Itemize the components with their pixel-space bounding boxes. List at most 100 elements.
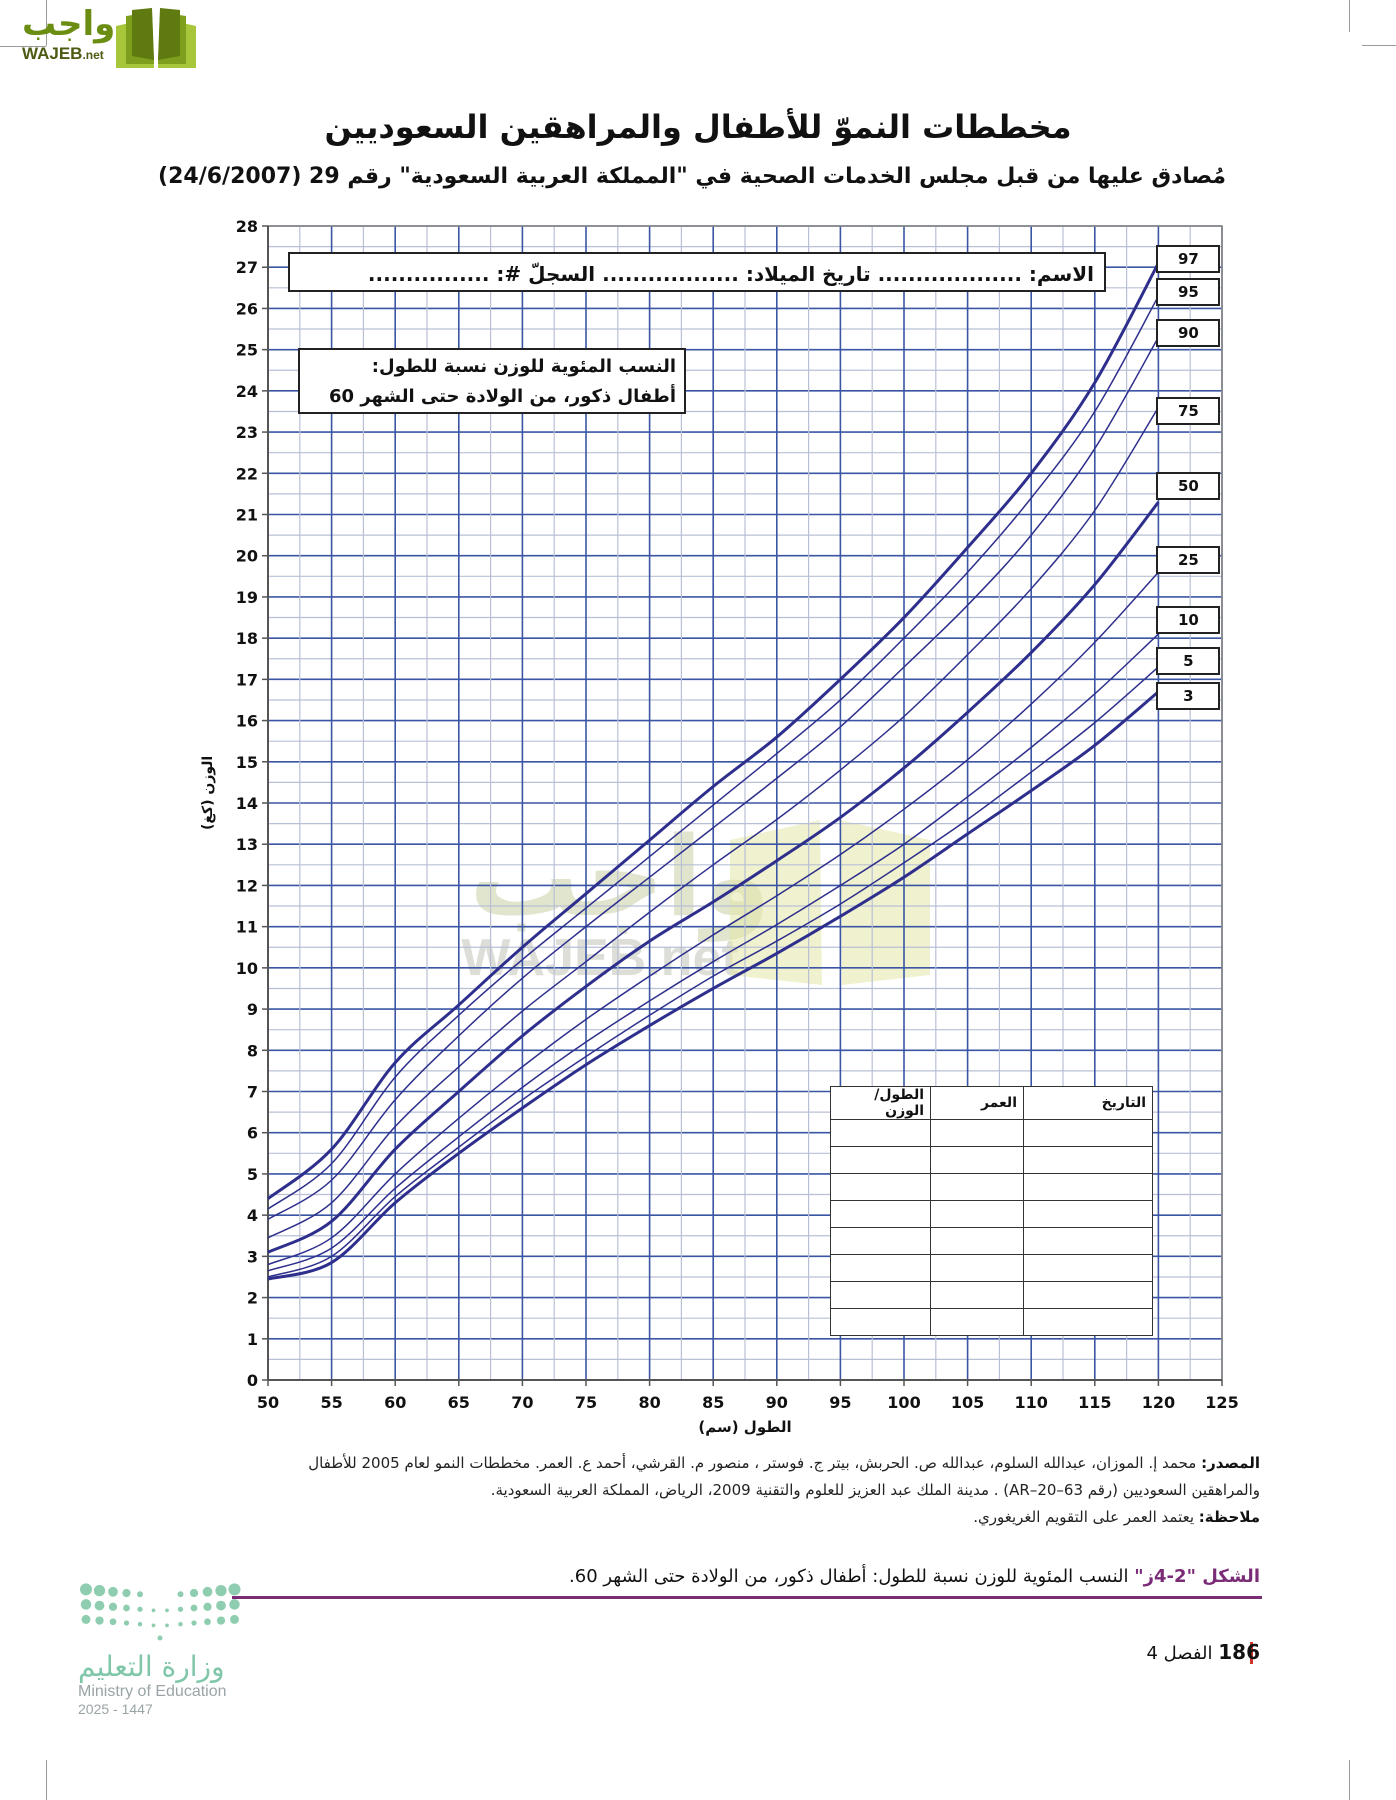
y-axis-label: الوزن (كغ) xyxy=(200,755,216,830)
percentile-label-25: 25 xyxy=(1156,545,1221,574)
svg-text:3: 3 xyxy=(247,1247,258,1266)
table-cell xyxy=(1023,1308,1153,1336)
legend-line-2: أطفال ذكور، من الولادة حتى الشهر 60 xyxy=(329,386,676,407)
chart-legend-box: النسب المئوية للوزن نسبة للطول: أطفال ذك… xyxy=(298,348,686,414)
percentile-label-75: 75 xyxy=(1156,397,1221,426)
percentile-curves xyxy=(267,262,1160,1281)
table-cell xyxy=(1023,1119,1153,1147)
svg-text:27: 27 xyxy=(236,258,258,277)
ministry-year: 2025 - 1447 xyxy=(78,1701,153,1717)
svg-text:22: 22 xyxy=(236,464,258,483)
page-subtitle: مُصادق عليها من قبل مجلس الخدمات الصحية … xyxy=(158,164,1226,189)
percentile-curve-10 xyxy=(267,633,1159,1272)
table-cell xyxy=(830,1200,931,1228)
page-marker-bar xyxy=(1250,1642,1253,1664)
svg-text:13: 13 xyxy=(236,835,258,854)
axis-tick-labels: 0123456789101112131415161718192021222324… xyxy=(236,217,1239,1412)
table-cell xyxy=(830,1173,931,1201)
percentile-label-95: 95 xyxy=(1156,277,1221,306)
svg-text:24: 24 xyxy=(236,382,258,401)
percentile-label-97: 97 xyxy=(1156,244,1221,273)
svg-text:55: 55 xyxy=(320,1393,342,1412)
svg-text:18: 18 xyxy=(236,629,258,648)
logo-arabic-text: واجب xyxy=(22,4,116,44)
svg-text:50: 50 xyxy=(257,1393,279,1412)
crop-mark xyxy=(1362,45,1396,46)
crop-mark xyxy=(46,1760,47,1800)
measurement-record-table: التاريخ العمر الطول/الوزن xyxy=(830,1086,1153,1336)
svg-text:26: 26 xyxy=(236,299,258,318)
svg-text:80: 80 xyxy=(638,1393,660,1412)
svg-text:5: 5 xyxy=(247,1165,258,1184)
table-cell xyxy=(1023,1200,1153,1228)
table-cell xyxy=(930,1281,1024,1309)
table-cell xyxy=(830,1254,931,1282)
svg-text:8: 8 xyxy=(247,1041,258,1060)
table-cell xyxy=(930,1200,1024,1228)
svg-text:115: 115 xyxy=(1078,1393,1111,1412)
percentile-curve-5 xyxy=(267,666,1159,1278)
x-axis-label: الطول (سم) xyxy=(698,1418,792,1436)
svg-text:20: 20 xyxy=(236,547,258,566)
ministry-name-ar: وزارة التعليم xyxy=(78,1650,225,1683)
svg-text:25: 25 xyxy=(236,341,258,360)
percentile-label-5: 5 xyxy=(1156,646,1221,675)
note: ملاحظة: يعتمد العمر على التقويم الغريغور… xyxy=(973,1508,1260,1526)
table-row xyxy=(830,1119,1153,1147)
crop-mark xyxy=(0,46,46,47)
percentile-curve-95 xyxy=(267,295,1160,1210)
caption-divider xyxy=(232,1596,1262,1599)
source-citation: المصدر: محمد إ. الموزان، عبدالله السلوم،… xyxy=(308,1454,1260,1499)
chapter-label: الفصل 4 xyxy=(1146,1643,1213,1664)
svg-text:85: 85 xyxy=(702,1393,724,1412)
table-cell xyxy=(1023,1254,1153,1282)
table-cell xyxy=(930,1308,1024,1336)
svg-text:65: 65 xyxy=(448,1393,470,1412)
table-cell xyxy=(1023,1227,1153,1255)
crop-mark xyxy=(46,0,47,46)
table-cell xyxy=(930,1173,1024,1201)
percentile-curve-25 xyxy=(267,571,1159,1266)
source-notes: المصدر: محمد إ. الموزان، عبدالله السلوم،… xyxy=(260,1450,1260,1531)
percentile-curve-75 xyxy=(267,406,1160,1239)
table-row xyxy=(830,1227,1153,1255)
table-row xyxy=(830,1200,1153,1228)
svg-text:17: 17 xyxy=(236,670,258,689)
table-row xyxy=(830,1173,1153,1201)
svg-text:100: 100 xyxy=(887,1393,920,1412)
page-title: مخططات النموّ للأطفال والمراهقين السعودي… xyxy=(324,108,1072,146)
svg-text:7: 7 xyxy=(247,1083,258,1102)
svg-text:واجب: واجب xyxy=(469,813,771,942)
svg-text:2: 2 xyxy=(247,1289,258,1308)
column-header-date: التاريخ xyxy=(1023,1086,1153,1120)
table-row xyxy=(830,1254,1153,1282)
svg-text:95: 95 xyxy=(829,1393,851,1412)
svg-text:12: 12 xyxy=(236,876,258,895)
svg-text:15: 15 xyxy=(236,753,258,772)
svg-text:14: 14 xyxy=(236,794,258,813)
table-cell xyxy=(930,1146,1024,1174)
ministry-logo: وزارة التعليم Ministry of Education 2025… xyxy=(78,1582,258,1717)
percentile-label-50: 50 xyxy=(1156,471,1221,500)
table-cell xyxy=(830,1119,931,1147)
table-cell xyxy=(930,1254,1024,1282)
crop-mark xyxy=(1349,0,1350,32)
site-logo[interactable]: واجب WAJEB.net xyxy=(10,4,196,68)
svg-text:110: 110 xyxy=(1014,1393,1047,1412)
ministry-name-en: Ministry of Education xyxy=(78,1683,227,1700)
percentile-curve-97 xyxy=(267,262,1160,1200)
svg-text:125: 125 xyxy=(1205,1393,1238,1412)
svg-text:6: 6 xyxy=(247,1124,258,1143)
table-cell xyxy=(830,1227,931,1255)
figure-label: الشكل "2-4ز" xyxy=(1134,1566,1260,1587)
table-row xyxy=(830,1308,1153,1336)
svg-text:60: 60 xyxy=(384,1393,406,1412)
patient-info-box: الاسم: ................... تاريخ الميلاد… xyxy=(288,252,1106,292)
svg-text:23: 23 xyxy=(236,423,258,442)
figure-caption-text: النسب المئوية للوزن نسبة للطول: أطفال ذك… xyxy=(569,1566,1135,1587)
svg-text:70: 70 xyxy=(511,1393,533,1412)
column-header-age: العمر xyxy=(930,1086,1024,1120)
svg-text:120: 120 xyxy=(1142,1393,1175,1412)
svg-text:10: 10 xyxy=(236,959,258,978)
